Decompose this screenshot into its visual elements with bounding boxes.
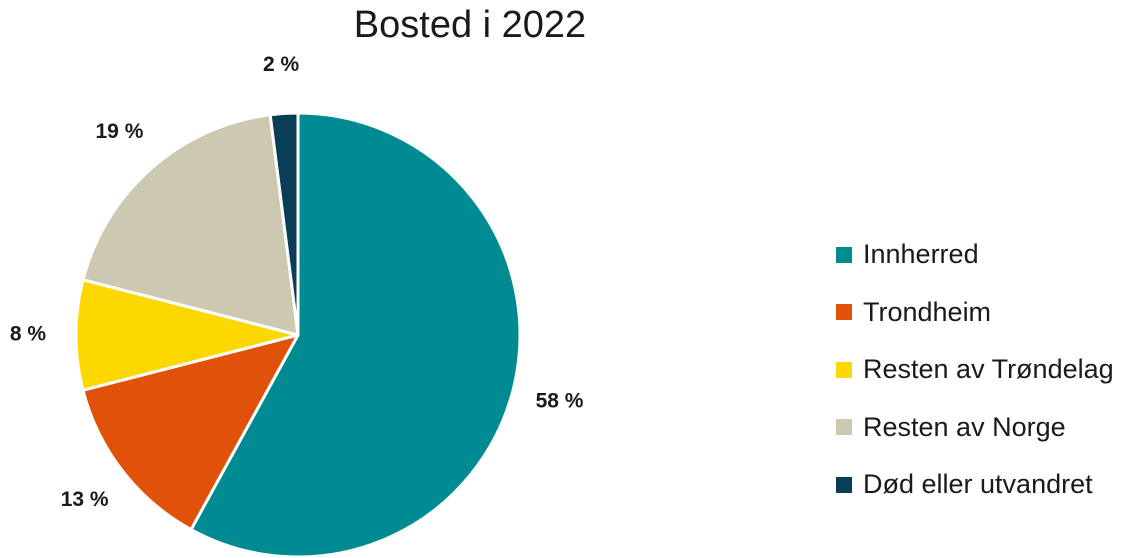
legend-label: Innherred: [863, 239, 979, 270]
legend-label: Resten av Norge: [863, 411, 1066, 442]
legend-swatch: [836, 419, 852, 436]
legend-label: Trondheim: [863, 296, 992, 327]
data-label-resten-av-trøndelag: 8 %: [10, 323, 47, 346]
legend-item: Resten av Trøndelag: [836, 341, 1114, 399]
legend-swatch: [836, 476, 852, 493]
legend-swatch: [836, 246, 852, 263]
legend-label: Resten av Trøndelag: [863, 354, 1114, 385]
legend-item: Trondheim: [836, 284, 1114, 342]
legend-label: Død eller utvandret: [863, 469, 1093, 500]
chart-title: Bosted i 2022: [353, 4, 587, 46]
data-label-trondheim: 13 %: [61, 488, 109, 511]
data-label-innherred: 58 %: [536, 390, 584, 413]
data-label-død-eller-utvandret: 2 %: [263, 53, 300, 76]
pie-slice-innherred: [189, 111, 522, 558]
legend: Innherred Trondheim Resten av Trøndelag Res…: [836, 226, 1114, 514]
legend-item: Resten av Norge: [836, 399, 1114, 457]
pie-slice-død-eller-utvandret: [268, 111, 300, 337]
data-label-resten-av-norge: 19 %: [96, 120, 144, 143]
legend-item: Innherred: [836, 226, 1114, 284]
pie-slices: [74, 111, 522, 558]
legend-swatch: [836, 304, 852, 321]
pie-slice-trondheim: [81, 333, 300, 532]
legend-item: Død eller utvandret: [836, 456, 1114, 514]
pie-data-labels: 58 % 13 % 8 % 19 % 2 %: [10, 53, 584, 511]
legend-swatch: [836, 361, 852, 378]
pie-slice-resten-av-trøndelag: [74, 278, 300, 392]
pie-slice-resten-av-norge: [81, 113, 300, 337]
